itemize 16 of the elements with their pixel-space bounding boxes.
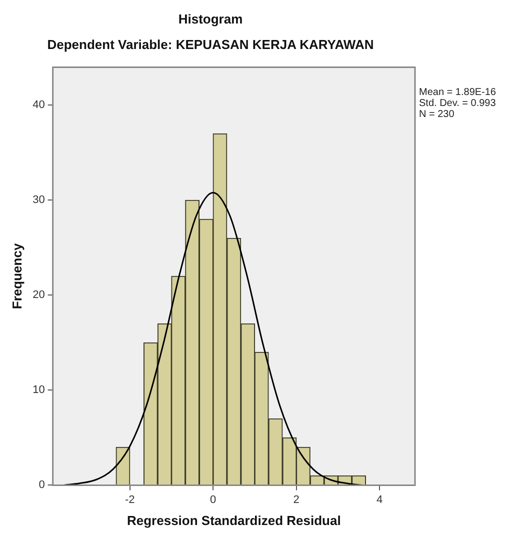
text: N = 230: [419, 108, 455, 120]
y-tick-label: 40: [32, 99, 45, 112]
chart-subtitle: Dependent Variable: KEPUASAN KERJA KARYAWAN: [47, 36, 374, 52]
x-tick-label: 4: [376, 494, 383, 506]
x-tick-label: 2: [293, 494, 300, 506]
x-tick-label: -2: [124, 494, 135, 506]
text: Mean = 1.89E-16: [419, 86, 496, 98]
y-axis-title: Frequency: [9, 242, 24, 310]
y-tick-label: 20: [32, 289, 45, 302]
x-axis-title: Regression Standardized Residual: [126, 512, 341, 528]
chart-title: Histogram: [178, 11, 243, 26]
x-tick-label: 0: [210, 494, 216, 506]
y-tick-label: 10: [32, 384, 45, 396]
y-tick-label: 0: [38, 479, 45, 492]
y-tick-label: 30: [32, 194, 45, 206]
text: Std. Dev. = 0.993: [419, 98, 496, 109]
